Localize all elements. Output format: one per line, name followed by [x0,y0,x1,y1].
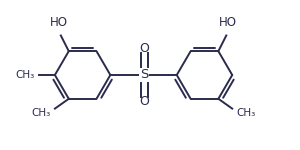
Text: O: O [139,96,149,108]
Text: HO: HO [50,16,68,29]
Text: S: S [140,69,148,81]
Text: CH₃: CH₃ [32,108,51,118]
Text: CH₃: CH₃ [16,70,35,80]
Text: HO: HO [219,16,237,29]
Text: O: O [139,42,149,54]
Text: CH₃: CH₃ [236,108,255,118]
